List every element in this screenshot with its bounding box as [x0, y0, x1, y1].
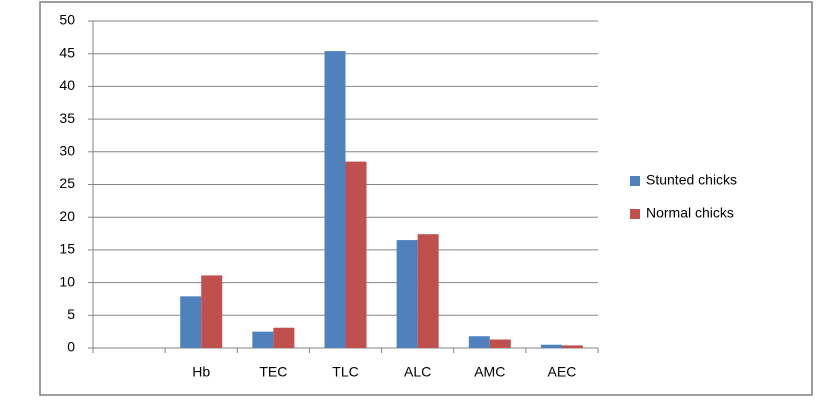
legend-swatch: [630, 209, 640, 219]
x-tick-label: Hb: [192, 364, 210, 380]
bar: [540, 344, 562, 348]
bar: [273, 327, 295, 348]
y-tick-label: 50: [59, 12, 75, 28]
bar: [396, 240, 418, 348]
x-tick-label: AEC: [548, 364, 577, 380]
y-tick-label: 35: [59, 110, 75, 126]
legend-swatch: [630, 176, 640, 186]
x-tick-label: ALC: [404, 364, 431, 380]
x-tick-label: TEC: [259, 364, 287, 380]
bar: [180, 296, 202, 348]
bar: [489, 339, 511, 348]
y-tick-label: 15: [59, 241, 75, 257]
y-tick-label: 5: [67, 306, 75, 322]
bar: [201, 275, 223, 348]
y-tick-label: 10: [59, 273, 75, 289]
y-tick-label: 45: [59, 44, 75, 60]
y-tick-label: 0: [67, 339, 75, 355]
legend-label: Stunted chicks: [646, 172, 737, 188]
bar: [561, 345, 583, 348]
x-tick-label: TLC: [332, 364, 358, 380]
bar: [324, 51, 346, 349]
legend-label: Normal chicks: [646, 205, 734, 221]
y-tick-label: 30: [59, 143, 75, 159]
y-tick-label: 25: [59, 175, 75, 191]
bar: [345, 161, 367, 348]
y-tick-label: 40: [59, 77, 75, 93]
x-tick-label: AMC: [474, 364, 505, 380]
bar: [417, 234, 439, 348]
bar: [468, 336, 490, 348]
y-tick-label: 20: [59, 208, 75, 224]
bar: [252, 331, 274, 348]
